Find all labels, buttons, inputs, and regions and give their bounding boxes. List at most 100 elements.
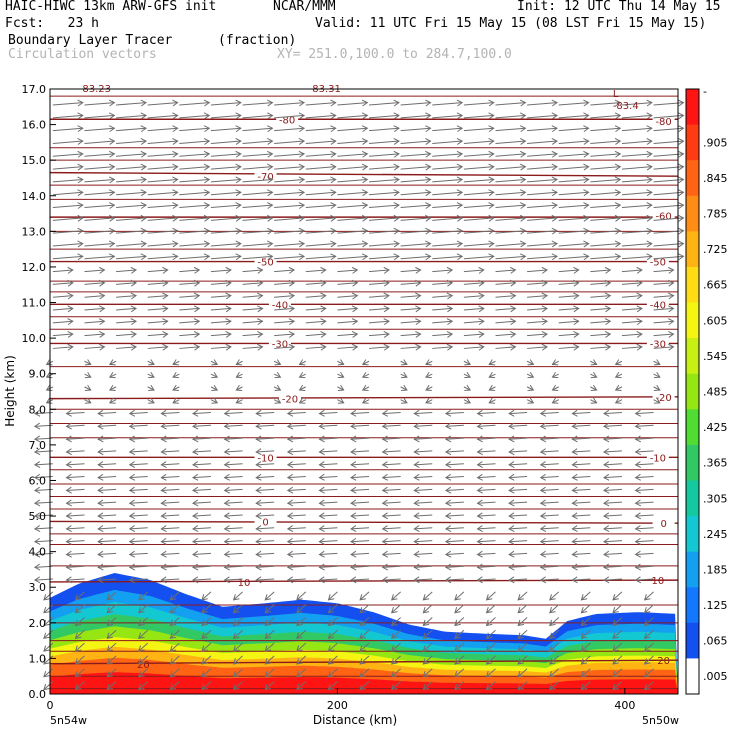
wind-vector-shaft: [621, 295, 642, 298]
wind-vector-head: [678, 227, 685, 235]
wind-vector-shaft: [210, 255, 241, 260]
wind-vector: [444, 499, 464, 507]
wind-vector: [634, 448, 654, 456]
wind-vector-head: [232, 594, 240, 601]
wind-vector: [210, 125, 242, 133]
wind-vector-shaft: [495, 255, 526, 260]
wind-vector: [558, 163, 590, 171]
wind-vector-shaft: [414, 514, 433, 517]
wind-vector-head: [330, 214, 337, 222]
wind-vector-head: [286, 448, 294, 456]
wind-vector: [527, 318, 549, 326]
wind-vector-shaft: [603, 501, 622, 504]
wind-vector-shaft: [382, 552, 401, 556]
wind-vector-shaft: [463, 333, 484, 337]
wind-vector: [264, 655, 275, 665]
wind-vector: [274, 292, 296, 300]
wind-vector-shaft: [242, 191, 273, 196]
wind-vector: [138, 681, 149, 691]
wind-vector: [179, 343, 201, 351]
wind-vector-head: [162, 292, 169, 300]
wind-vector: [432, 189, 464, 197]
wind-vector: [160, 550, 180, 558]
wind-vector-shaft: [43, 668, 54, 678]
wind-vector: [84, 138, 116, 145]
wind-vector-shaft: [644, 655, 654, 665]
wind-vector: [84, 318, 106, 326]
wind-vector-shaft: [463, 102, 494, 106]
wind-vector-shaft: [98, 540, 117, 543]
wind-vector-shaft: [495, 282, 516, 285]
wind-vector-head: [74, 632, 82, 639]
wind-vector-shaft: [572, 488, 591, 491]
wind-vector-head: [160, 409, 167, 417]
wind-vector: [116, 189, 147, 197]
wind-vector-head: [298, 227, 306, 235]
wind-vector-head: [172, 372, 179, 379]
wind-vector: [612, 655, 623, 665]
contour-label-10-1: 20: [657, 656, 670, 667]
wind-vector: [318, 486, 338, 494]
wind-vector-head: [508, 473, 515, 481]
wind-vector-head: [571, 486, 578, 494]
wind-vector: [274, 266, 296, 274]
wind-vector-head: [488, 138, 495, 145]
wind-vector: [432, 227, 464, 235]
wind-vector: [603, 486, 622, 494]
wind-vector-shaft: [66, 463, 85, 466]
wind-vector: [337, 318, 359, 326]
wind-vector-shaft: [486, 642, 496, 652]
wind-vector-head: [267, 189, 274, 197]
wind-vector-shaft: [621, 178, 652, 183]
wind-vector: [368, 214, 400, 222]
wind-vector-shaft: [210, 166, 241, 170]
wind-vector-shaft: [517, 604, 528, 614]
wind-vector: [160, 473, 180, 481]
wind-vector-head: [393, 227, 400, 235]
wind-vector-head: [393, 189, 400, 197]
wind-vector-head: [264, 632, 272, 639]
wind-vector-shaft: [98, 476, 117, 479]
wind-vector-head: [646, 163, 653, 171]
wind-vector: [327, 642, 338, 652]
wind-vector: [305, 240, 337, 248]
wind-vector: [643, 591, 654, 601]
wind-vector: [337, 253, 369, 261]
wind-vector: [422, 681, 433, 691]
wind-vector: [621, 227, 653, 235]
wind-vector-head: [583, 202, 590, 209]
wind-vector-shaft: [558, 178, 589, 183]
wind-vector-head: [614, 253, 622, 261]
wind-vector-shaft: [432, 243, 463, 247]
wind-vector-head: [97, 435, 104, 443]
wind-vector-shaft: [400, 178, 431, 183]
wind-vector: [485, 629, 496, 639]
colorbar-swatch-11: [686, 480, 699, 517]
wind-vector-head: [668, 330, 675, 338]
wind-vector: [495, 150, 527, 158]
wind-vector-head: [162, 318, 169, 326]
wind-vector: [273, 359, 282, 366]
wind-vector-shaft: [179, 230, 210, 234]
wind-vector: [571, 435, 591, 443]
wind-vector-head: [485, 658, 493, 665]
wind-vector-shaft: [445, 476, 464, 479]
wind-vector-head: [590, 359, 598, 366]
wind-vector-shaft: [359, 629, 370, 639]
field-units: (fraction): [218, 33, 297, 48]
wind-vector-shaft: [161, 450, 180, 453]
wind-vector: [454, 617, 465, 627]
wind-vector-head: [603, 537, 610, 545]
wind-vector: [413, 512, 433, 520]
wind-vector: [179, 125, 211, 133]
wind-vector: [286, 461, 306, 468]
wind-vector-head: [257, 305, 264, 313]
wind-vector: [210, 150, 242, 158]
wind-vector-shaft: [116, 255, 147, 260]
wind-vector-head: [444, 537, 452, 545]
plot-frame: [49, 88, 679, 695]
wind-vector: [508, 576, 528, 584]
wind-vector: [571, 448, 591, 456]
wind-vector-head: [148, 397, 155, 404]
wind-vector-shaft: [242, 140, 273, 144]
